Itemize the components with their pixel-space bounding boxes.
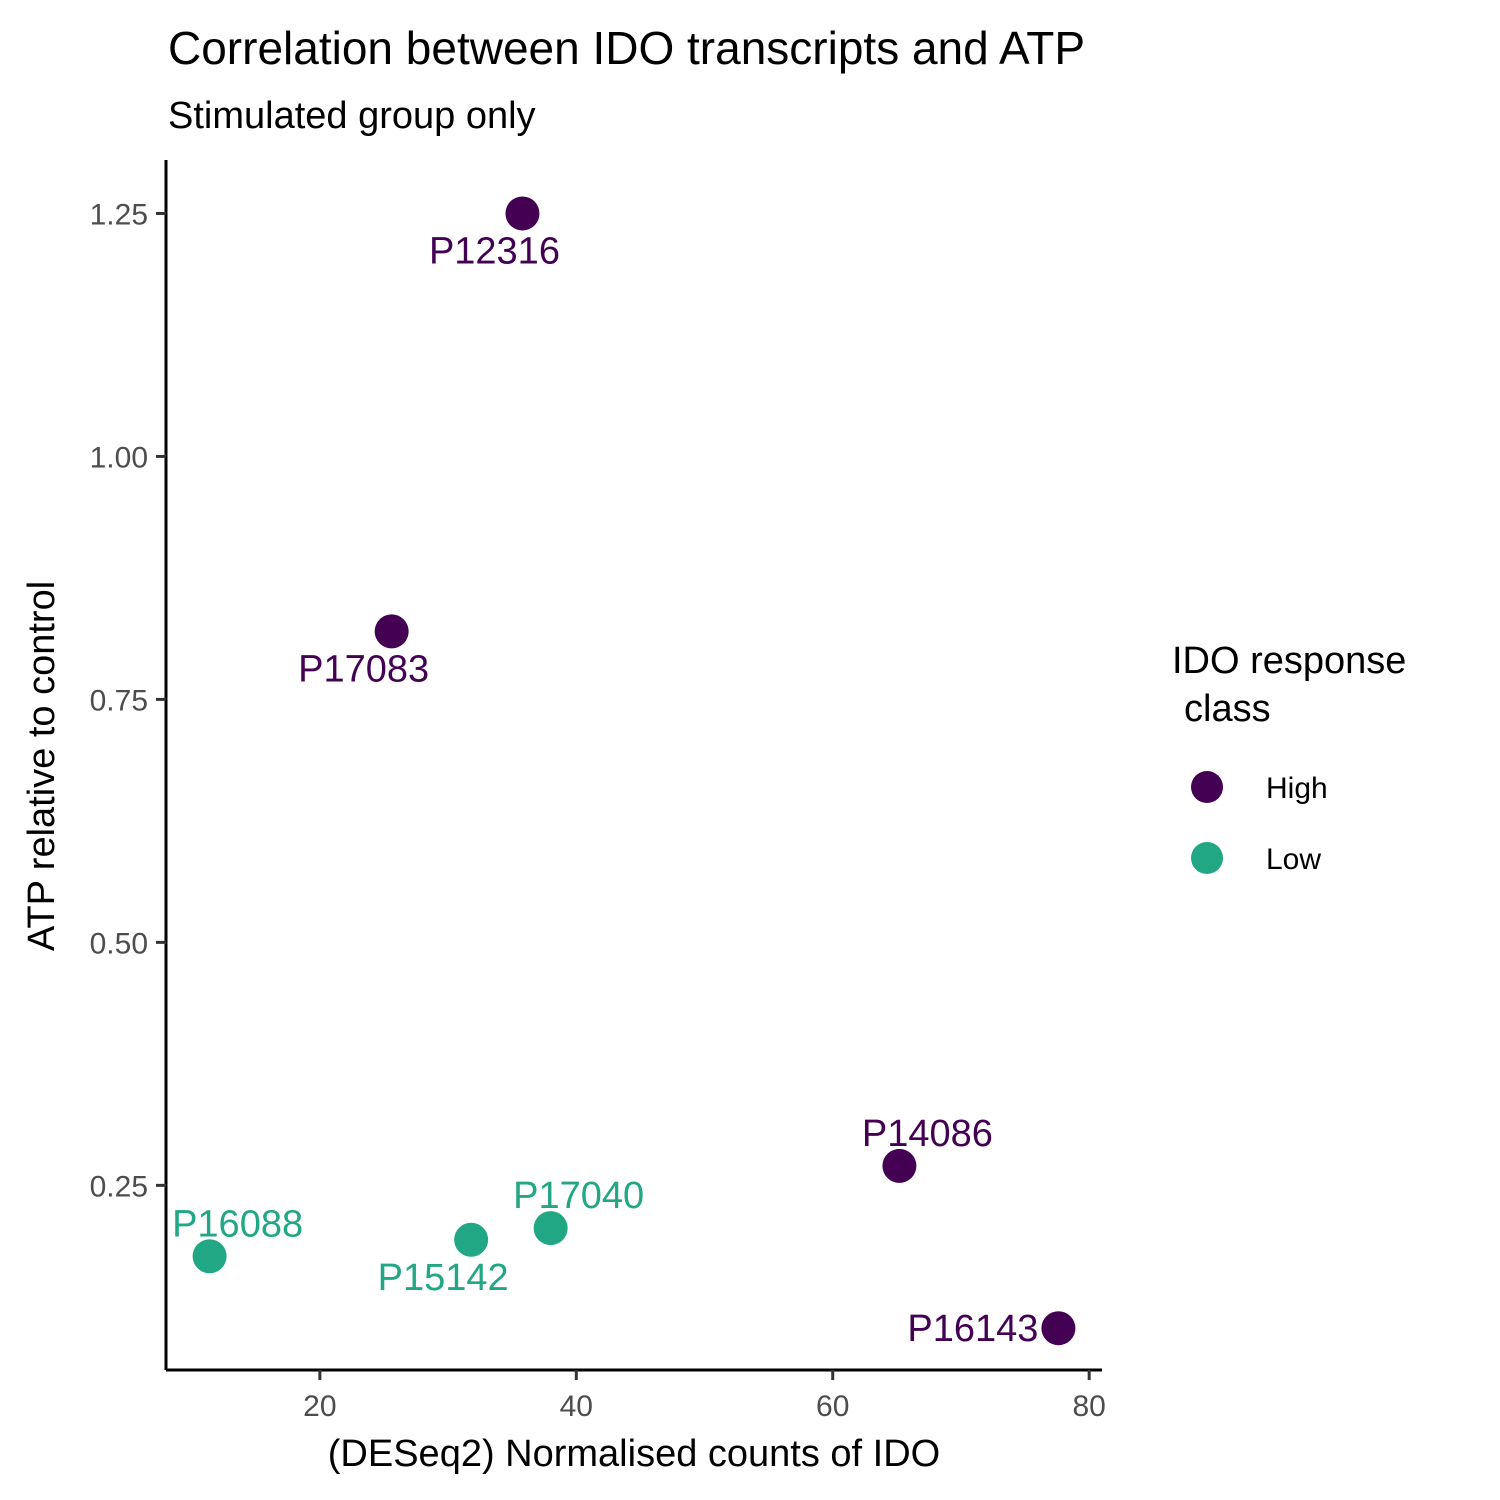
legend-entries: High Low xyxy=(1191,771,1328,876)
point-label: P17083 xyxy=(298,648,429,690)
point-labels: P12316 P17083 P14086 P16143 P16088 P15142P170… xyxy=(172,230,1038,1350)
legend-label: Low xyxy=(1266,843,1321,876)
y-ticks: 0.25 0.50 0.75 1.00 1.25 xyxy=(90,198,166,1203)
data-point xyxy=(882,1148,917,1183)
legend-title-line2: class xyxy=(1184,688,1271,730)
y-axis-title: ATP relative to control xyxy=(21,581,63,951)
data-point xyxy=(192,1239,227,1274)
legend-key xyxy=(1191,771,1223,803)
y-tick-label: 0.50 xyxy=(90,927,148,960)
legend-key xyxy=(1191,842,1223,874)
point-label: P16143 xyxy=(907,1308,1038,1350)
x-tick-label: 40 xyxy=(560,1390,593,1423)
y-tick-label: 0.25 xyxy=(90,1170,148,1203)
x-ticks: 20 40 60 80 xyxy=(303,1370,1106,1423)
chart-subtitle: Stimulated group only xyxy=(168,95,536,137)
y-tick-label: 0.75 xyxy=(90,684,148,717)
data-point xyxy=(505,196,540,231)
point-label: P12316 xyxy=(429,230,560,272)
x-axis-title: (DESeq2) Normalised counts of IDO xyxy=(328,1433,940,1475)
data-point xyxy=(533,1211,568,1246)
x-tick-label: 60 xyxy=(816,1390,849,1423)
chart-title: Correlation between IDO transcripts and … xyxy=(168,22,1085,74)
point-label: P15142 xyxy=(378,1257,509,1299)
legend-title-line1: IDO response xyxy=(1172,640,1406,682)
x-tick-label: 20 xyxy=(303,1390,336,1423)
legend: IDO response class High Low xyxy=(1172,640,1406,876)
legend-label: High xyxy=(1266,772,1328,805)
y-tick-label: 1.00 xyxy=(90,441,148,474)
data-points xyxy=(192,196,1076,1346)
x-tick-label: 80 xyxy=(1072,1390,1105,1423)
data-point xyxy=(1041,1311,1076,1346)
data-point xyxy=(454,1222,489,1257)
data-point xyxy=(374,614,409,649)
point-label: P14086 xyxy=(862,1113,993,1155)
point-label: P17040 xyxy=(513,1175,644,1217)
point-label: P16088 xyxy=(172,1203,303,1245)
axes: 20 40 60 80 0.25 0.50 0.75 1.00 1.25 xyxy=(90,160,1106,1423)
y-tick-label: 1.25 xyxy=(90,198,148,231)
